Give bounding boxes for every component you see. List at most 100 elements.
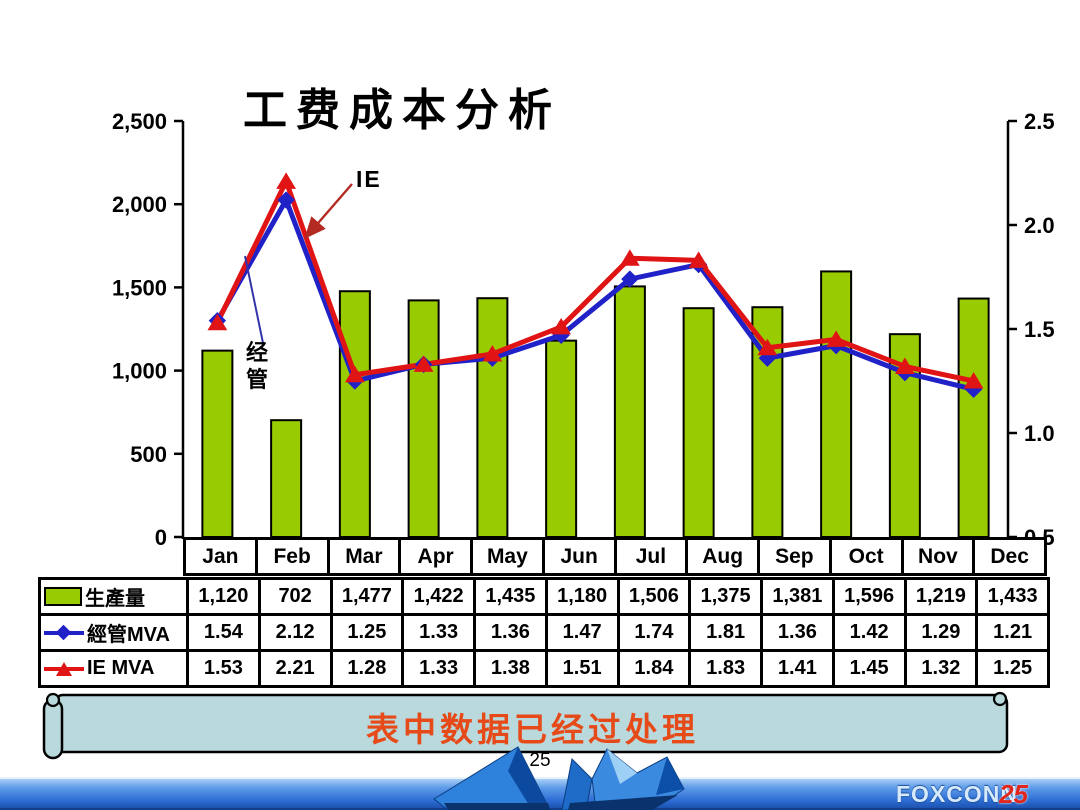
row-label-cell: IE MVA	[38, 649, 189, 688]
marker-triangle	[619, 249, 640, 266]
line-經管MVA	[215, 197, 975, 392]
table-cell-Apr: 1.33	[401, 613, 476, 652]
bar-Dec	[957, 297, 990, 538]
marker-triangle	[207, 313, 228, 331]
annotation-jingguan-label: 经管	[246, 340, 269, 392]
table-cell-Oct: 1.45	[831, 649, 907, 688]
bar-Apr	[407, 299, 440, 539]
table-cell-Feb: 2.12	[257, 613, 333, 652]
legend-red-triangle-line-icon	[44, 661, 84, 677]
annotation-ie-label: IE	[356, 166, 382, 192]
table-cell-Jan: 1.54	[186, 613, 261, 652]
left-axis-label: 1,000	[112, 359, 167, 384]
marker-triangle	[688, 251, 709, 268]
right-axis-label: 2.0	[1024, 213, 1055, 238]
table-cell-May: 1.38	[473, 649, 548, 688]
marker-diamond	[621, 270, 639, 288]
table-row-2: 經管MVA 1.54 2.12 1.25 1.33 1.36 1.47 1.74 1.81 1.3…	[38, 613, 1050, 652]
table-cell-Feb: 2.21	[257, 649, 333, 688]
table-cell-Jul: 1.84	[616, 649, 692, 688]
footer-page-number: 25	[999, 779, 1028, 809]
table-cell-Nov: 1,219	[903, 577, 979, 616]
line-IE MVA	[215, 178, 975, 384]
legend-blue-diamond-line-icon	[44, 624, 84, 641]
row-label: IE MVA	[87, 657, 155, 679]
table-cell-Sep: 1.36	[760, 613, 835, 652]
table-cell-May: 1.36	[473, 613, 548, 652]
table-cell-Apr: 1,422	[401, 577, 476, 616]
month-cell-Aug: Aug	[685, 537, 760, 576]
table-cell-Jan: 1,120	[186, 577, 261, 616]
right-axis-label: 1.5	[1024, 317, 1055, 342]
marker-triangle	[894, 357, 915, 374]
marker-triangle	[551, 317, 572, 335]
annotation-ie-arrow	[304, 183, 353, 239]
left-axis-label: 2,000	[112, 192, 167, 217]
table-row-3: IE MVA 1.53 2.21 1.28 1.33 1.38 1.51 1.84 1.83 1.…	[38, 649, 1050, 688]
table-cell-Mar: 1.25	[329, 613, 405, 652]
footer-logo-text: FOXCONN	[896, 781, 1018, 807]
table-cell-Nov: 1.29	[903, 613, 979, 652]
marker-triangle	[344, 365, 365, 383]
marker-diamond	[277, 191, 295, 209]
bar-Jan	[201, 349, 234, 538]
table-cell-Sep: 1.41	[760, 649, 835, 688]
table-cell-Jun: 1.51	[544, 649, 620, 688]
annotation-jingguan-line	[244, 255, 264, 344]
table-cell-Aug: 1,375	[688, 577, 763, 616]
table-cell-Dec: 1.21	[975, 613, 1050, 652]
bar-May	[476, 297, 509, 538]
table-row-months: Jan Feb Mar Apr May Jun Jul Aug Sep Oct Nov Dec	[183, 537, 1047, 576]
month-cell-May: May	[470, 537, 545, 576]
month-cell-Apr: Apr	[398, 537, 473, 576]
marker-triangle	[826, 330, 847, 347]
banner-text: 表中数据已经过处理	[366, 711, 699, 748]
row-label-cell: 經管MVA	[38, 613, 189, 652]
right-axis-label: 2.5	[1024, 109, 1055, 134]
legend-bar-swatch-icon	[44, 587, 82, 606]
marker-triangle	[413, 355, 434, 372]
table-cell-Jun: 1.47	[544, 613, 620, 652]
month-cell-Mar: Mar	[326, 537, 402, 576]
bar-Mar	[338, 290, 371, 538]
marker-triangle	[276, 172, 297, 189]
month-cell-Jan: Jan	[183, 537, 258, 576]
month-cell-Jul: Jul	[613, 537, 689, 576]
left-axis-label: 500	[130, 442, 167, 467]
table-cell-Oct: 1,596	[831, 577, 907, 616]
row-label-cell: 生產量	[38, 577, 189, 616]
table-cell-Oct: 1.42	[831, 613, 907, 652]
row-label: 經管MVA	[87, 624, 170, 646]
marker-triangle	[963, 372, 984, 389]
data-table: 生產量 1,120 702 1,477 1,422 1,435 1,180 1,506 1,37…	[38, 577, 1050, 688]
table-cell-Nov: 1.32	[903, 649, 979, 688]
bar-Aug	[682, 307, 715, 539]
table-cell-Aug: 1.83	[688, 649, 763, 688]
bar-Feb	[270, 419, 303, 538]
month-cell-Feb: Feb	[254, 537, 330, 576]
chart-title: 工费成本分析	[243, 86, 561, 135]
banner-scroll-left-curl	[45, 692, 61, 708]
bar-Oct	[820, 270, 853, 538]
table-cell-Jan: 1.53	[186, 649, 261, 688]
month-cell-Dec: Dec	[972, 537, 1047, 576]
table-cell-Jul: 1,506	[616, 577, 692, 616]
marker-triangle	[757, 338, 778, 356]
banner-scroll-right-curl	[992, 691, 1008, 707]
row-label: 生產量	[85, 588, 145, 610]
table-row-1: 生產量 1,120 702 1,477 1,422 1,435 1,180 1,506 1,37…	[38, 577, 1050, 616]
left-axis-label: 2,500	[112, 109, 167, 134]
marker-triangle	[482, 344, 503, 362]
table-cell-Mar: 1.28	[329, 649, 405, 688]
table-cell-Apr: 1.33	[401, 649, 476, 688]
table-cell-Feb: 702	[257, 577, 333, 616]
table-cell-Aug: 1.81	[688, 613, 763, 652]
page-number: 25	[529, 750, 551, 771]
month-header-row: Jan Feb Mar Apr May Jun Jul Aug Sep Oct Nov Dec	[183, 537, 1047, 576]
right-axis-label: 1.0	[1024, 421, 1055, 446]
foxconn-logo-graphic	[433, 746, 685, 810]
table-cell-Sep: 1,381	[760, 577, 835, 616]
table-cell-Dec: 1,433	[975, 577, 1050, 616]
